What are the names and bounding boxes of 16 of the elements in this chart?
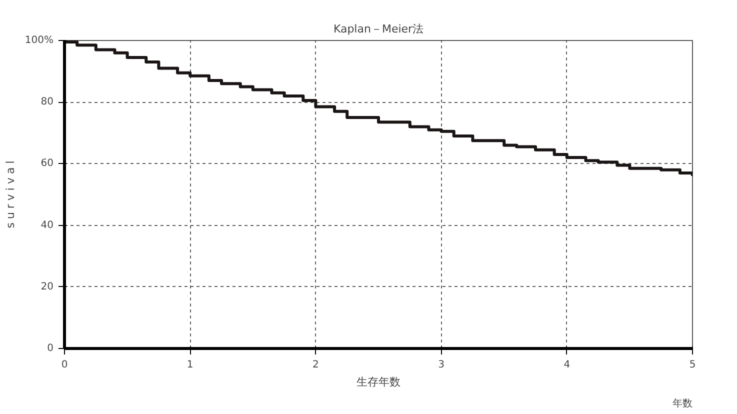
y-tick-label: 100% bbox=[24, 35, 54, 46]
x-tick-label: 2 bbox=[312, 360, 319, 370]
y-tick-label: 40 bbox=[40, 220, 54, 231]
x-tick-label: 5 bbox=[689, 360, 696, 370]
chart-title: Kaplan－Meier法 bbox=[333, 22, 424, 36]
y-tick-label: 60 bbox=[40, 158, 54, 170]
y-tick-label: 80 bbox=[40, 96, 54, 108]
x-tick-label: 0 bbox=[61, 360, 68, 370]
x-tick-label: 1 bbox=[186, 360, 194, 370]
text: 年数 bbox=[672, 398, 692, 410]
x-tick-label: 3 bbox=[438, 360, 444, 370]
x-tick-label: 4 bbox=[564, 360, 570, 370]
x-axis-title: 生存年数 bbox=[356, 376, 400, 388]
y-axis-title: s u r v i v a l bbox=[4, 160, 17, 228]
y-tick-label: 20 bbox=[40, 281, 54, 292]
y-tick-label: 0 bbox=[47, 343, 54, 354]
